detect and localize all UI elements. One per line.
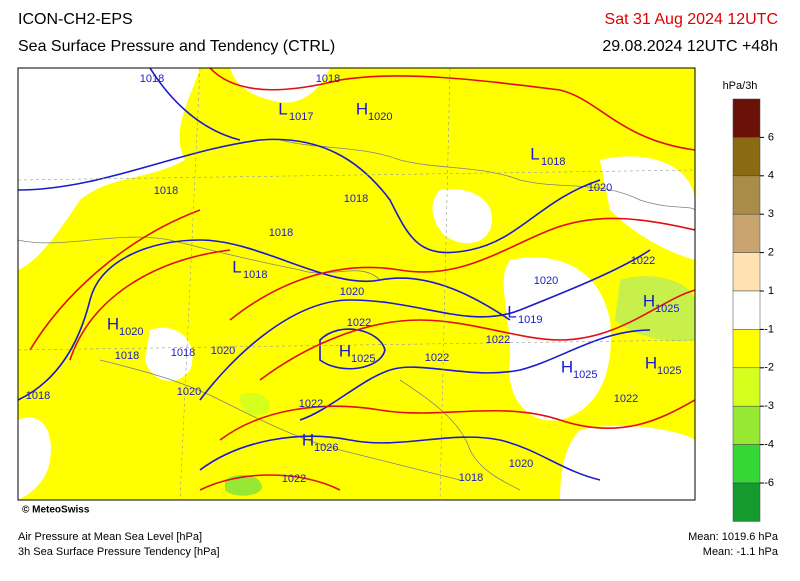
pressure-center-symbol: H xyxy=(645,353,657,372)
isobar-label: 1022 xyxy=(299,398,323,410)
footer-tendency: 3h Sea Surface Pressure Tendency [hPa] xyxy=(18,546,220,558)
pressure-center-symbol: H xyxy=(643,291,655,310)
colorbar-bin xyxy=(732,175,761,215)
isobar-label: 1020 xyxy=(177,386,201,398)
pressure-center-symbol: L xyxy=(278,99,287,118)
valid-time: Sat 31 Aug 2024 12UTC xyxy=(605,11,778,28)
isobar-label: 1018 xyxy=(140,73,164,85)
isobar-label: 1020 xyxy=(588,182,612,194)
isobar-label: 1022 xyxy=(282,473,306,485)
isobar-label: 1018 xyxy=(459,472,483,484)
pressure-center-symbol: H xyxy=(107,314,119,333)
colorbar-bin xyxy=(732,405,761,445)
colorbar: hPa/3h 6 4 3 2 1 -1 -2 -3 -4 -6 xyxy=(723,80,774,522)
map: 1018 1018 1020 1018 1018 1018 1020 1022 1020 1022… xyxy=(18,68,695,500)
pressure-center-value: 1020 xyxy=(368,111,392,123)
isobar-label: 1020 xyxy=(534,275,558,287)
map-frame xyxy=(17,67,696,501)
colorbar-tick-label: -3 xyxy=(764,400,774,412)
pressure-center-symbol: H xyxy=(356,99,368,118)
pressure-center-symbol: H xyxy=(561,357,573,376)
colorbar-tick-label: 2 xyxy=(768,247,774,259)
isobars-red xyxy=(29,68,695,491)
run-time: 29.08.2024 12UTC +48h xyxy=(602,38,778,55)
pressure-center-symbol: H xyxy=(339,341,351,360)
pressure-center-symbol: L xyxy=(530,144,539,163)
pressure-center-symbol: L xyxy=(232,257,241,276)
colorbar-tick-label: -1 xyxy=(764,323,774,335)
model-name: ICON-CH2-EPS xyxy=(18,11,133,28)
isobar-label: 1018 xyxy=(26,390,50,402)
isobar-label: 1022 xyxy=(347,317,371,329)
colorbar-bin xyxy=(732,213,761,253)
isobar-label: 1018 xyxy=(171,347,195,359)
isobar-label: 1018 xyxy=(316,73,340,85)
pressure-center-value: 1019 xyxy=(518,314,542,326)
isobar-label: 1018 xyxy=(269,227,293,239)
colorbar-tick-label: 4 xyxy=(768,170,774,182)
isobar-label: 1018 xyxy=(115,350,139,362)
colorbar-bin xyxy=(732,367,761,407)
pressure-center-value: 1020 xyxy=(119,326,143,338)
colorbar-bin xyxy=(732,252,761,292)
isobar-label: 1020 xyxy=(509,458,533,470)
colorbar-tick-label: 3 xyxy=(768,208,774,220)
colorbar-bin xyxy=(732,329,761,369)
pressure-center-value: 1025 xyxy=(573,369,597,381)
pressure-center-value: 1018 xyxy=(243,269,267,281)
isobar-label: 1020 xyxy=(211,345,235,357)
coastlines xyxy=(18,139,695,491)
footer-pressure: Air Pressure at Mean Sea Level [hPa] xyxy=(18,531,202,543)
credit: © MeteoSwiss xyxy=(22,505,90,516)
pressure-center-symbol: H xyxy=(302,430,314,449)
isobar-label: 1022 xyxy=(425,352,449,364)
colorbar-bin xyxy=(732,290,761,330)
isobar-label: 1018 xyxy=(154,185,178,197)
colorbar-tick-label: -4 xyxy=(764,439,774,451)
isobar-label: 1022 xyxy=(486,334,510,346)
isobar-label: 1022 xyxy=(614,393,638,405)
title: Sea Surface Pressure and Tendency (CTRL) xyxy=(18,38,335,55)
pressure-center-value: 1017 xyxy=(289,111,313,123)
pressure-center-value: 1026 xyxy=(314,442,338,454)
colorbar-tick-label: 6 xyxy=(768,131,774,143)
colorbar-bin xyxy=(732,444,761,484)
colorbar-unit: hPa/3h xyxy=(723,80,758,92)
colorbar-bin xyxy=(732,137,761,177)
pressure-center-value: 1025 xyxy=(657,365,681,377)
mean-tendency: Mean: -1.1 hPa xyxy=(703,546,779,558)
mean-pressure: Mean: 1019.6 hPa xyxy=(688,531,779,543)
colorbar-tick-label: -2 xyxy=(764,362,774,374)
pressure-center-value: 1025 xyxy=(655,303,679,315)
isobar-label: 1018 xyxy=(344,193,368,205)
pressure-center-value: 1018 xyxy=(541,156,565,168)
pressure-center-value: 1025 xyxy=(351,353,375,365)
graticule xyxy=(18,68,695,500)
colorbar-bin xyxy=(732,482,761,522)
colorbar-bin xyxy=(732,98,761,138)
isobar-label: 1022 xyxy=(631,255,655,267)
tendency-patches xyxy=(18,68,695,500)
pressure-center-symbol: L xyxy=(507,302,516,321)
colorbar-tick-label: 1 xyxy=(768,285,774,297)
isobars-blue xyxy=(18,68,651,481)
colorbar-tick-label: -6 xyxy=(764,477,774,489)
isobar-label: 1020 xyxy=(340,286,364,298)
